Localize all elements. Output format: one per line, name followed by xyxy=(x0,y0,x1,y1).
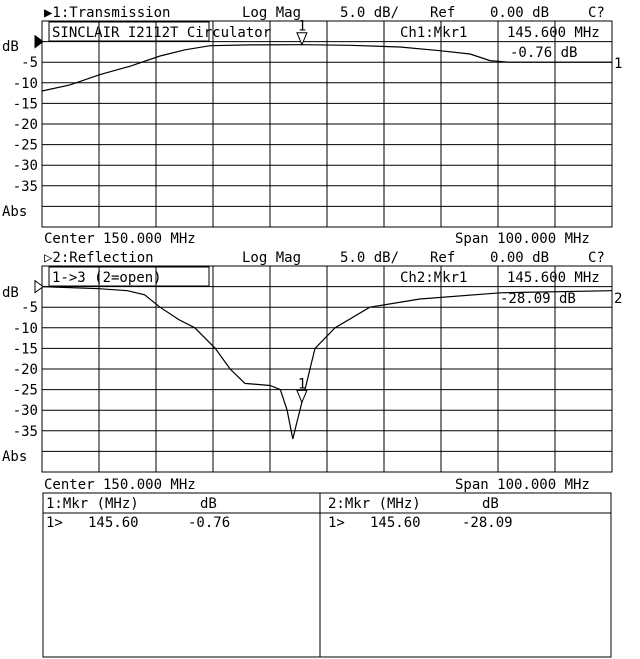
ch2-span: Span 100.000 MHz xyxy=(455,477,590,493)
ch2-marker-label: Ch2:Mkr1 xyxy=(400,270,467,286)
table1-row-value: -0.76 xyxy=(188,515,230,531)
y-tick-label: -25 xyxy=(13,138,38,154)
ch1-ref-label: Ref xyxy=(430,5,455,21)
title-box-frame xyxy=(48,21,210,42)
ch1-marker-freq: 145.600 MHz xyxy=(507,25,600,41)
channel-2-panel: ▷2:Reflection Log Mag 5.0 dB/ Ref 0.00 d… xyxy=(2,250,622,493)
reference-arrow-icon xyxy=(34,279,44,294)
table1-header-mkr: 1:Mkr (MHz) xyxy=(46,496,139,512)
table2-row-value: -28.09 xyxy=(462,515,513,531)
ch2-cal-status: C? xyxy=(588,250,605,266)
ch2-format: Log Mag xyxy=(242,250,301,266)
ch2-title-box: 1->3 (2=open) xyxy=(52,270,162,286)
marker-table: 1:Mkr (MHz) dB 1> 145.60 -0.76 2:Mkr (MH… xyxy=(42,492,612,658)
ch2-abs: Abs xyxy=(2,449,27,465)
y-tick-label: -20 xyxy=(13,117,38,133)
table2-row-freq: 145.60 xyxy=(370,515,421,531)
y-tick-label: -10 xyxy=(13,321,38,337)
y-tick-label: -5 xyxy=(21,300,38,316)
ch1-span: Span 100.000 MHz xyxy=(455,231,590,247)
ch2-unit: dB xyxy=(2,285,19,301)
ch1-abs: Abs xyxy=(2,204,27,220)
ch2-ref: 0.00 dB xyxy=(490,250,549,266)
ch2-marker-freq: 145.600 MHz xyxy=(507,270,600,286)
table1-row-num: 1> xyxy=(46,515,63,531)
y-tick-label: -30 xyxy=(13,158,38,174)
ch1-format: Log Mag xyxy=(242,5,301,21)
table1-header-unit: dB xyxy=(200,496,217,512)
trace-line xyxy=(41,286,613,440)
y-tick-label: -25 xyxy=(13,383,38,399)
y-tick-label: -15 xyxy=(13,96,38,112)
ch2-ref-label: Ref xyxy=(430,250,455,266)
y-tick-label: -35 xyxy=(13,424,38,440)
table2-header-unit: dB xyxy=(482,496,499,512)
y-tick-label: -5 xyxy=(21,55,38,71)
marker-triangle-icon xyxy=(296,389,308,404)
table2-header-mkr: 2:Mkr (MHz) xyxy=(328,496,421,512)
channel-1-panel: ▶1:Transmission Log Mag 5.0 dB/ Ref 0.00… xyxy=(2,5,622,247)
ch1-cal-status: C? xyxy=(588,5,605,21)
ch1-ref: 0.00 dB xyxy=(490,5,549,21)
y-tick-label: -30 xyxy=(13,403,38,419)
y-tick-label: -15 xyxy=(13,341,38,357)
reference-arrow-icon xyxy=(34,34,44,49)
ch2-center: Center 150.000 MHz xyxy=(44,477,196,493)
y-tick-label: -35 xyxy=(13,179,38,195)
title-box-frame xyxy=(48,266,210,287)
ch2-trace-number: 2 xyxy=(614,291,622,307)
marker-number: 1 xyxy=(298,19,306,35)
table2-row-num: 1> xyxy=(328,515,345,531)
ch1-marker-label: Ch1:Mkr1 xyxy=(400,25,467,41)
marker-triangle-icon xyxy=(296,32,308,47)
ch2-marker-value: -28.09 dB xyxy=(500,291,576,307)
ch1-title-box: SINCLAIR I2112T Circulator xyxy=(52,25,271,41)
ch2-scale: 5.0 dB/ xyxy=(340,250,399,266)
ch1-trace-number: 1 xyxy=(614,56,622,72)
marker-number: 1 xyxy=(298,376,306,392)
y-tick-label: -10 xyxy=(13,76,38,92)
ch1-marker-value: -0.76 dB xyxy=(510,45,577,61)
ch1-scale: 5.0 dB/ xyxy=(340,5,399,21)
y-tick-label: -20 xyxy=(13,362,38,378)
marker-table-frame xyxy=(42,492,612,658)
ch2-header: ▷2:Reflection xyxy=(44,250,154,266)
ch1-unit: dB xyxy=(2,39,19,55)
ch1-header: ▶1:Transmission xyxy=(44,5,170,21)
ch1-center: Center 150.000 MHz xyxy=(44,231,196,247)
table1-row-freq: 145.60 xyxy=(88,515,139,531)
trace-line xyxy=(41,44,612,92)
